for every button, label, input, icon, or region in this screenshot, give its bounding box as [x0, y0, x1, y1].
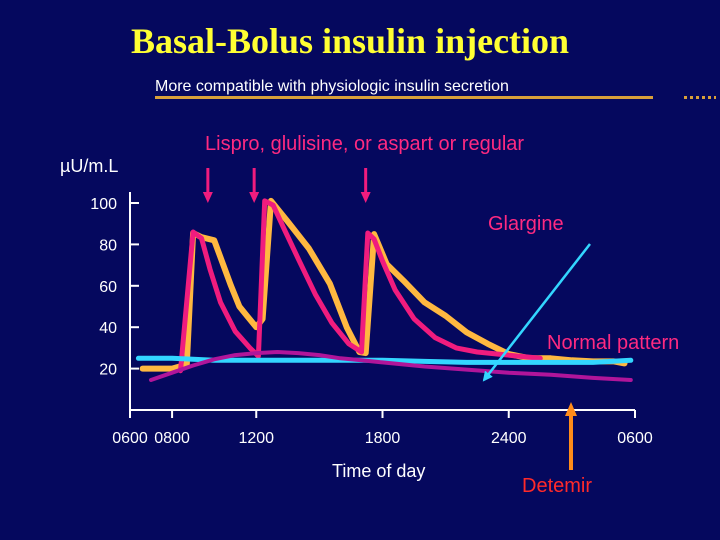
slide-title: Basal-Bolus insulin injection — [130, 21, 570, 61]
glargine-arrow — [482, 243, 591, 382]
x-axis-label: Time of day — [332, 461, 425, 481]
x-tick-label: 0800 — [154, 430, 190, 447]
bolus-arrow-head — [202, 192, 213, 203]
chart-axes: 20 40 60 80 100 0600 0800 1200 1800 2400 0600 — [90, 192, 653, 447]
slide-subtitle: More compatible with physiologic insulin… — [155, 78, 509, 95]
bolus-arrow-head — [360, 192, 371, 203]
x-tick-label: 1200 — [238, 430, 274, 447]
y-tick-label: 60 — [99, 279, 117, 296]
bolus-arrow-head — [249, 192, 260, 203]
x-tick-label: 0600 — [112, 430, 148, 447]
x-tick-label: 0600 — [617, 430, 653, 447]
detemir-series-line — [149, 350, 633, 382]
chart-arrows — [202, 168, 591, 470]
normal-pattern-annotation: Normal pattern — [547, 332, 679, 354]
subtitle-underline — [155, 96, 685, 99]
y-tick-label: 20 — [99, 362, 117, 379]
x-tick-label: 1800 — [365, 430, 401, 447]
detemir-annotation: Detemir — [522, 475, 592, 497]
insulin-series-line — [178, 198, 543, 374]
glargine-annotation: Glargine — [488, 213, 564, 235]
bolus-annotation: Lispro, glulisine, or aspart or regular — [205, 133, 524, 155]
chart-series — [135, 197, 634, 382]
subtitle-underline-dots — [684, 96, 716, 99]
y-axis-label: µU/m.L — [60, 156, 118, 176]
x-tick-label: 2400 — [491, 430, 527, 447]
y-tick-label: 100 — [90, 196, 117, 213]
y-tick-label: 80 — [99, 237, 117, 254]
y-tick-label: 40 — [99, 320, 117, 337]
